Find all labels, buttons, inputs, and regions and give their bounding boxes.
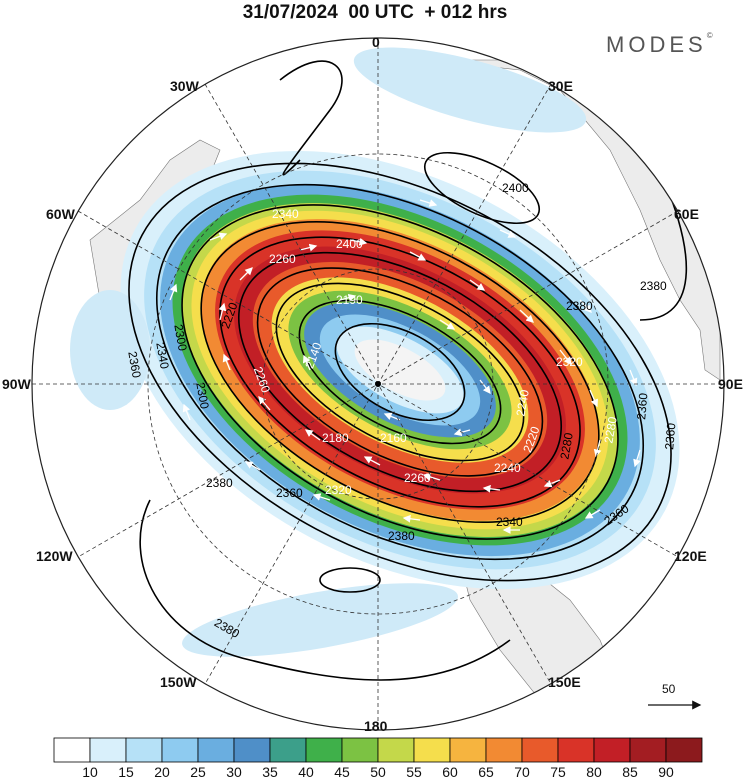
contour-label: 2340 (153, 341, 171, 370)
contour-label-layer: 2400 2340 2400 2260 2380 2300 2220 2190 … (125, 181, 678, 641)
lon-label-120e: 120E (674, 548, 707, 564)
contour-label: 2320 (556, 355, 583, 369)
colorbar-swatch (341, 737, 379, 763)
colorbar-tick-label: 20 (154, 764, 170, 780)
contour-label: 2340 (272, 207, 299, 221)
lon-label-120w: 120W (36, 548, 73, 564)
outer-wind-patches (70, 47, 587, 657)
colorbar-tick-label: 15 (118, 764, 134, 780)
contour-label: 2240 (513, 388, 531, 417)
contour-label: 2360 (662, 422, 678, 450)
contour-label: 2360 (125, 350, 143, 379)
north-pole-marker (375, 381, 381, 387)
contour-label: 2360 (276, 486, 303, 500)
map-title: 31/07/2024 00 UTC + 012 hrs (242, 2, 508, 23)
lon-label-0: 0 (372, 34, 380, 50)
lon-label-30w: 30W (170, 78, 199, 94)
colorbar-swatch (665, 737, 703, 763)
lon-label-180: 180 (364, 718, 388, 734)
contour-label: 2240 (494, 461, 521, 475)
lon-label-90w: 90W (2, 376, 31, 392)
colorbar-swatch (377, 737, 415, 763)
colorbar-swatch (413, 737, 451, 763)
lon-label-90e: 90E (718, 376, 743, 392)
colorbar-tick-label: 75 (550, 764, 566, 780)
colorbar (53, 737, 703, 763)
lon-label-60w: 60W (46, 206, 75, 222)
map-border (31, 37, 725, 731)
contour-label: 2300 (171, 323, 189, 352)
colorbar-swatch (521, 737, 559, 763)
colorbar-swatch (593, 737, 631, 763)
contour-label: 2380 (206, 476, 233, 490)
wind-vectors (169, 199, 641, 534)
colorbar-swatch (305, 737, 343, 763)
contour-label: 2260 (269, 252, 296, 266)
colorbar-swatch (269, 737, 307, 763)
colorbar-tick-label: 50 (370, 764, 386, 780)
colorbar-tick-label: 40 (298, 764, 314, 780)
colorbar-swatch (53, 737, 91, 763)
brand-name: MODES (606, 32, 707, 57)
colorbar-tick-label: 10 (82, 764, 98, 780)
contour-label: 2260 (404, 471, 431, 485)
colorbar-swatch (485, 737, 523, 763)
brand-logo: MODES© (606, 30, 713, 58)
reference-vector-label: 50 (662, 682, 676, 696)
colorbar-swatch (161, 737, 199, 763)
contour-label: 2320 (325, 483, 352, 497)
contour-label: 2380 (640, 279, 667, 293)
contour-label: 2400 (502, 181, 529, 195)
colorbar-tick-label: 60 (442, 764, 458, 780)
contour-label: 2380 (566, 299, 593, 313)
lon-label-30e: 30E (548, 78, 573, 94)
contour-label: 2360 (634, 392, 650, 420)
contour-label: 2280 (557, 431, 575, 460)
lon-label-60e: 60E (674, 206, 699, 222)
colorbar-swatch (197, 737, 235, 763)
colorbar-tick-label: 25 (190, 764, 206, 780)
colorbar-tick-label: 70 (514, 764, 530, 780)
map-disk (32, 38, 724, 730)
contour-label: 2180 (322, 431, 349, 445)
colorbar-tick-label: 45 (334, 764, 350, 780)
colorbar-swatch (233, 737, 271, 763)
colorbar-swatch (449, 737, 487, 763)
colorbar-swatch (89, 737, 127, 763)
colorbar-tick-label: 90 (658, 764, 674, 780)
contour-label: 2400 (336, 237, 363, 251)
colorbar-tick-label: 85 (622, 764, 638, 780)
contour-label: 2280 (601, 415, 619, 444)
colorbar-swatch (629, 737, 667, 763)
contour-label: 2300 (193, 381, 211, 410)
colorbar-tick-label: 65 (478, 764, 494, 780)
colorbar-tick-label: 35 (262, 764, 278, 780)
lon-label-150e: 150E (548, 674, 581, 690)
colorbar-swatch (125, 737, 163, 763)
colorbar-tick-label: 30 (226, 764, 242, 780)
colorbar-tick-label: 55 (406, 764, 422, 780)
contour-label: 2380 (388, 529, 415, 543)
colorbar-swatch (557, 737, 595, 763)
colorbar-tick-label: 80 (586, 764, 602, 780)
contour-label: 2160 (380, 431, 407, 445)
lon-label-150w: 150W (160, 674, 197, 690)
brand-mark: © (706, 30, 713, 40)
contour-label: 2190 (336, 293, 363, 307)
contour-label: 2340 (496, 515, 523, 529)
